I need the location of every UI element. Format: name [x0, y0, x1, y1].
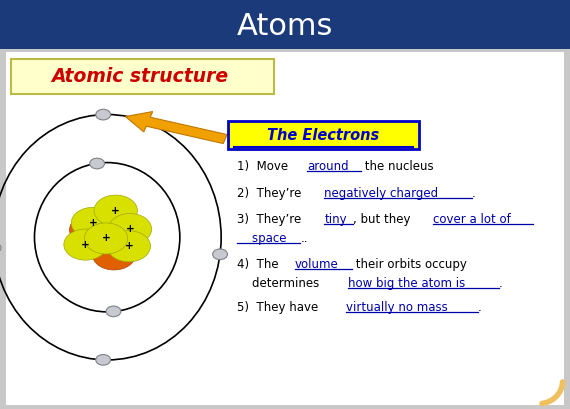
- Text: virtually no mass: virtually no mass: [346, 301, 448, 315]
- Circle shape: [84, 223, 128, 254]
- Text: their orbits occupy: their orbits occupy: [352, 258, 466, 272]
- Text: +: +: [111, 206, 120, 216]
- Text: determines: determines: [237, 277, 323, 290]
- Text: 2)  They’re: 2) They’re: [237, 187, 305, 200]
- Text: +: +: [88, 218, 97, 228]
- Bar: [0, 49, 570, 409]
- Text: .: .: [472, 187, 475, 200]
- Bar: [11, 59, 274, 94]
- Circle shape: [108, 213, 152, 245]
- Text: volume: volume: [295, 258, 339, 272]
- Circle shape: [106, 306, 121, 317]
- Circle shape: [64, 229, 107, 260]
- Text: .: .: [499, 277, 503, 290]
- Bar: [228, 121, 419, 149]
- Circle shape: [70, 214, 113, 245]
- Bar: [6, 52, 564, 405]
- Circle shape: [213, 249, 227, 260]
- Text: tiny: tiny: [324, 213, 347, 227]
- Text: .: .: [478, 301, 481, 315]
- Text: 3)  They’re: 3) They’re: [237, 213, 304, 227]
- Bar: [0, 0, 570, 49]
- Circle shape: [96, 355, 111, 365]
- Circle shape: [71, 207, 115, 238]
- Text: +: +: [124, 241, 133, 251]
- Text: The Electrons: The Electrons: [267, 128, 380, 143]
- Text: , but they: , but they: [353, 213, 415, 227]
- Text: the nucleus: the nucleus: [361, 160, 434, 173]
- Circle shape: [107, 231, 150, 262]
- Text: +: +: [81, 240, 90, 249]
- Text: ..: ..: [300, 232, 308, 245]
- Circle shape: [101, 225, 145, 256]
- Text: negatively charged: negatively charged: [324, 187, 438, 200]
- Text: 4)  The: 4) The: [237, 258, 282, 272]
- Text: cover a lot of: cover a lot of: [433, 213, 510, 227]
- Circle shape: [94, 195, 137, 226]
- Circle shape: [96, 109, 111, 120]
- Text: +: +: [101, 234, 111, 243]
- Circle shape: [87, 204, 130, 236]
- Text: 1)  Move: 1) Move: [237, 160, 291, 173]
- Circle shape: [92, 239, 136, 270]
- Text: Atoms: Atoms: [237, 12, 333, 41]
- Text: around: around: [307, 160, 349, 173]
- Text: +: +: [125, 224, 135, 234]
- FancyArrow shape: [125, 112, 227, 144]
- Text: Atomic structure: Atomic structure: [51, 67, 228, 86]
- Text: space: space: [237, 232, 286, 245]
- Circle shape: [89, 158, 104, 169]
- Text: 5)  They have: 5) They have: [237, 301, 321, 315]
- Circle shape: [0, 243, 1, 253]
- Text: how big the atom is: how big the atom is: [348, 277, 465, 290]
